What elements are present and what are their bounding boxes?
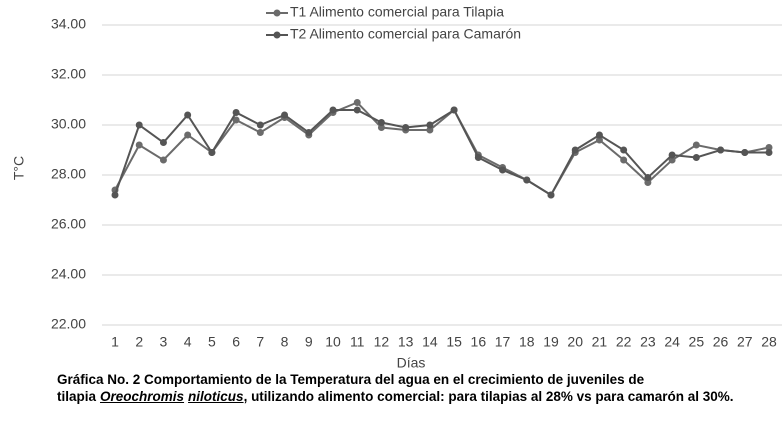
x-tick-label: 27: [737, 334, 753, 350]
point: [595, 136, 603, 144]
series-line: [114, 101, 770, 197]
point: [547, 191, 555, 199]
x-tick-label: 24: [664, 334, 680, 350]
point: [426, 126, 434, 134]
y-tick-label: 30.00: [51, 116, 86, 132]
point: [353, 106, 361, 114]
caption-text: , utilizando alimento comercial: para ti…: [243, 389, 734, 404]
x-tick-label: 18: [519, 334, 535, 350]
point: [232, 116, 240, 124]
y-tick-label: 28.00: [51, 166, 86, 182]
x-tick-label: 14: [422, 334, 438, 350]
point: [159, 139, 167, 146]
point: [377, 124, 385, 131]
point: [159, 156, 167, 164]
x-tick-label: 12: [374, 334, 390, 350]
chart: Días T°C 22.00 24.00 26.00 28.00 30.00 32.00 3…: [11, 4, 782, 370]
x-tick-label: 25: [689, 334, 705, 350]
point: [620, 156, 628, 164]
point: [692, 141, 700, 149]
caption-species: niloticus: [188, 389, 244, 404]
point: [571, 146, 579, 154]
x-tick-label: 20: [567, 334, 583, 350]
point: [668, 156, 676, 164]
point: [208, 149, 216, 156]
x-tick-label: 16: [471, 334, 487, 350]
point: [281, 111, 289, 119]
point: [256, 121, 264, 129]
point: [499, 166, 507, 174]
x-tick-label: 13: [398, 334, 414, 350]
point: [765, 149, 773, 156]
point: [620, 146, 628, 154]
y-tick-label: 22.00: [51, 316, 86, 332]
x-tick-label: 8: [281, 334, 289, 350]
series-line: [114, 108, 769, 197]
x-tick-label: 5: [208, 334, 216, 350]
point: [765, 144, 773, 151]
point: [377, 119, 385, 126]
point: [426, 121, 434, 129]
point: [474, 154, 482, 161]
y-tick-label: 26.00: [51, 216, 86, 232]
x-tick-label: 28: [761, 334, 777, 350]
x-tick-label: 1: [111, 334, 119, 350]
x-tick-label: 22: [616, 334, 632, 350]
x-tick-label: 21: [592, 334, 608, 350]
x-tick-label: 2: [135, 334, 143, 350]
x-axis-label: Días: [397, 355, 426, 370]
point: [135, 141, 143, 149]
x-tick-label: 7: [256, 334, 264, 350]
point: [329, 106, 337, 114]
y-tick-label: 24.00: [51, 266, 86, 282]
legend-marker: [273, 9, 281, 17]
legend-label: T1 Alimento comercial para Tilapia: [290, 4, 504, 20]
caption-species: Oreochromis: [100, 389, 185, 404]
x-tick-label: 9: [305, 334, 313, 350]
x-tick-label: 11: [350, 334, 365, 350]
point: [741, 149, 749, 156]
point: [232, 109, 240, 116]
y-tick-label: 32.00: [51, 66, 86, 82]
caption: Gráfica No. 2 Comportamiento de la Tempe…: [57, 371, 779, 405]
point: [523, 176, 531, 184]
x-tick-label: 4: [184, 334, 192, 350]
point: [305, 129, 313, 136]
point: [668, 151, 676, 159]
point: [644, 179, 652, 186]
point: [644, 174, 652, 181]
legend-marker: [273, 31, 281, 39]
point: [402, 124, 410, 131]
x-tick-label: 26: [713, 334, 729, 350]
point: [111, 191, 119, 199]
x-tick-label: 19: [543, 334, 559, 350]
point: [450, 106, 458, 114]
legend-label: T2 Alimento comercial para Camarón: [290, 26, 521, 42]
caption-text: Gráfica No. 2 Comportamiento de la Tempe…: [57, 372, 645, 404]
x-tick-label: 23: [640, 334, 656, 350]
point: [184, 131, 192, 139]
y-axis-label: T°C: [11, 156, 27, 180]
point: [595, 131, 603, 139]
point: [256, 129, 264, 136]
point: [692, 154, 700, 161]
x-tick-label: 15: [446, 334, 462, 350]
x-tick-label: 3: [160, 334, 168, 350]
x-tick-label: 6: [232, 334, 240, 350]
x-tick-label: 10: [325, 334, 341, 350]
point: [717, 146, 725, 154]
point: [184, 111, 192, 119]
point: [353, 99, 361, 106]
point: [135, 121, 143, 129]
y-tick-label: 34.00: [51, 16, 86, 32]
x-tick-label: 17: [495, 334, 511, 350]
